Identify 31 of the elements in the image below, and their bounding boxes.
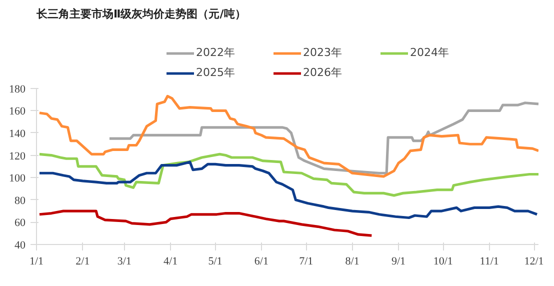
line-series [38,210,373,237]
x-tick-label: 11/1 [480,256,499,268]
x-tick-label: 4/1 [164,256,178,268]
legend-label: 2023年 [303,45,342,60]
y-tick-label: 80 [14,194,26,207]
x-tick-label: 6/1 [254,256,268,268]
line-series [38,94,538,178]
legend-label: 2025年 [196,65,235,80]
y-tick-label: 180 [9,83,26,96]
x-tick-label: 7/1 [299,256,314,268]
y-tick-label: 40 [14,240,26,252]
y-tick-label: 140 [9,128,26,140]
x-tick-label: 10/1 [433,256,453,268]
line-series [38,160,538,220]
x-tick-label: 8/1 [345,256,360,268]
chart-title: 长三角主要市场Ⅱ级灰均价走势图（元/吨） [36,8,246,20]
x-tick-label: 9/1 [391,256,406,268]
legend-label: 2024年 [410,45,449,60]
x-tick-label: 1/1 [29,256,44,268]
line-series [38,152,538,197]
x-tick-label: 3/1 [117,256,132,268]
legend-label: 2022年 [196,45,235,60]
y-tick-label: 60 [14,217,26,230]
y-tick-label: 100 [9,172,26,185]
x-tick-label: 12/1 [524,256,544,268]
x-tick-label: 5/1 [208,256,222,268]
y-tick-label: 160 [9,106,26,118]
legend-label: 2026年 [303,65,342,80]
line-series [108,102,538,174]
x-tick-label: 2/1 [76,256,90,268]
y-tick-label: 120 [9,150,26,162]
